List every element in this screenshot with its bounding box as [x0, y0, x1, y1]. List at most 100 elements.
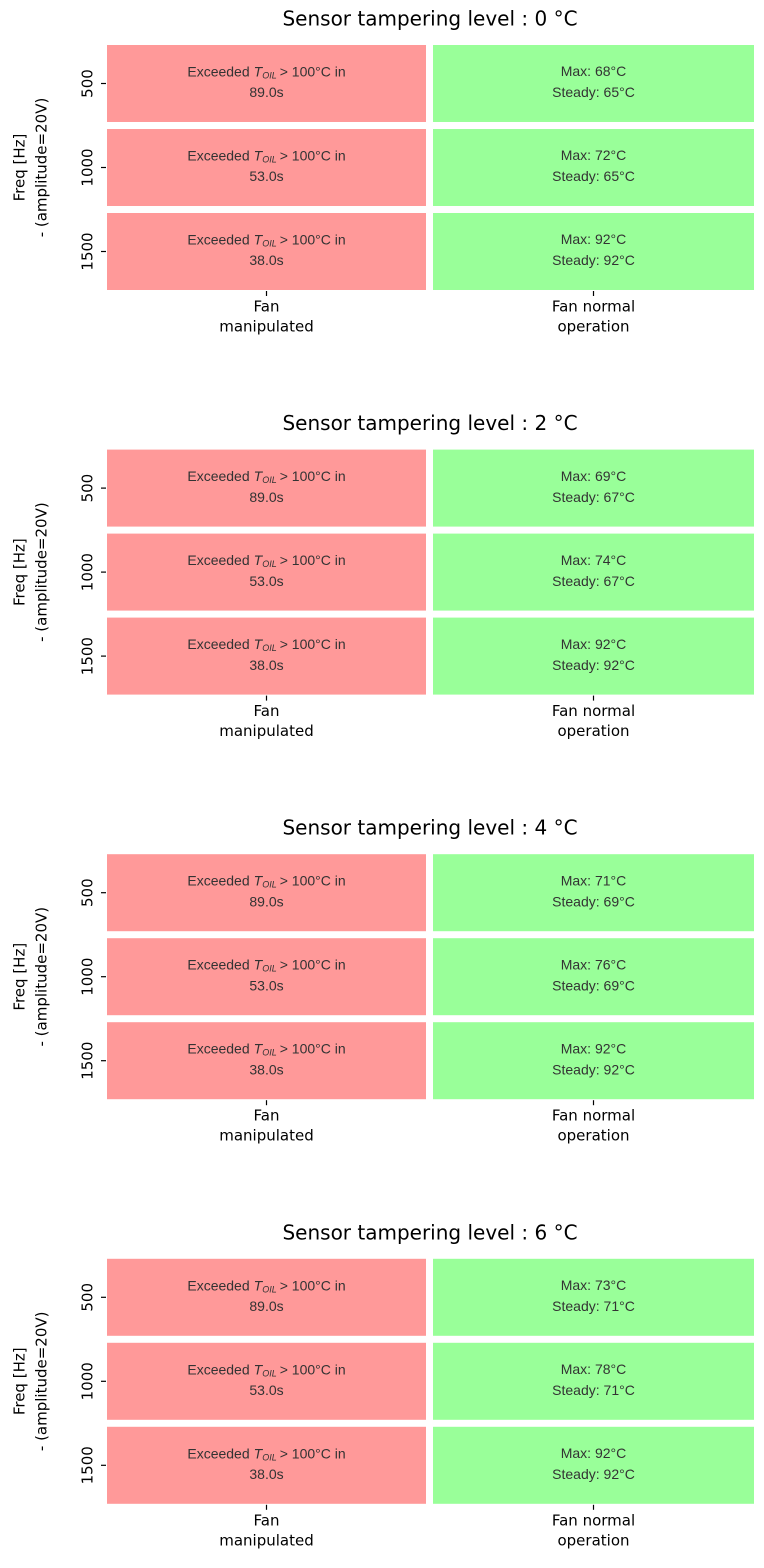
panel: Sensor tampering level : 2 °C Freq [Hz] - …	[11, 411, 754, 740]
cell-symbol: T	[254, 468, 264, 484]
cell-prefix: Exceeded	[187, 1361, 249, 1377]
y-axis-label: - (amplitude=20V)	[33, 1311, 51, 1451]
cell-line: 53.0s	[249, 573, 283, 589]
cell-subscript: OIL	[262, 559, 277, 569]
cell-line: Max: 71°C	[561, 872, 627, 888]
cell-line: 38.0s	[249, 1061, 283, 1077]
cell-line: Exceeded TOIL > 100°C in	[187, 231, 345, 249]
y-axis-label: - (amplitude=20V)	[33, 98, 51, 238]
cell-prefix: Exceeded	[187, 63, 249, 79]
cell-symbol: T	[254, 636, 264, 652]
y-tick-label: 1500	[79, 1042, 97, 1080]
cell-suffix: > 100°C in	[280, 231, 346, 247]
cell	[433, 213, 754, 290]
y-tick-label: 500	[79, 878, 97, 907]
cell-line: Exceeded TOIL > 100°C in	[187, 636, 345, 654]
cell-subscript: OIL	[262, 643, 277, 653]
cell-symbol: T	[254, 147, 264, 163]
cell-line: Exceeded TOIL > 100°C in	[187, 1361, 345, 1379]
cell-prefix: Exceeded	[187, 956, 249, 972]
cell-line: Steady: 69°C	[552, 977, 635, 993]
cell-line: Steady: 92°C	[552, 252, 635, 268]
cell	[433, 1022, 754, 1100]
cell-symbol: T	[254, 1445, 264, 1461]
cell	[107, 533, 426, 611]
x-tick-label: Fan	[254, 298, 280, 316]
panel-title: Sensor tampering level : 0 °C	[282, 7, 577, 31]
cell	[107, 449, 426, 527]
cell-subscript: OIL	[262, 239, 277, 249]
cell	[433, 1342, 754, 1420]
cell-line: Max: 69°C	[561, 468, 627, 484]
panel-title: Sensor tampering level : 6 °C	[282, 1220, 577, 1244]
y-tick-label: 1500	[79, 637, 97, 675]
cell-subscript: OIL	[262, 71, 277, 81]
cell	[433, 129, 754, 206]
cell-line: Max: 74°C	[561, 552, 627, 568]
cell-line: Steady: 67°C	[552, 573, 635, 589]
panel: Sensor tampering level : 0 °C Freq [Hz] - …	[11, 7, 754, 336]
cell-line: Exceeded TOIL > 100°C in	[187, 63, 345, 81]
y-axis-label: - (amplitude=20V)	[33, 907, 51, 1047]
cell-symbol: T	[254, 1361, 264, 1377]
cell-prefix: Exceeded	[187, 552, 249, 568]
x-tick-label: Fan normal	[552, 702, 635, 720]
y-axis-label: Freq [Hz]	[11, 134, 29, 202]
cell-prefix: Exceeded	[187, 1040, 249, 1056]
cell-symbol: T	[254, 1277, 264, 1293]
x-tick-label: manipulated	[219, 318, 314, 336]
cell-line: Max: 92°C	[561, 636, 627, 652]
cell-suffix: > 100°C in	[280, 468, 346, 484]
cell-line: Steady: 71°C	[552, 1298, 635, 1314]
cell-line: 89.0s	[249, 893, 283, 909]
cell-line: Steady: 92°C	[552, 1466, 635, 1482]
cell-line: 53.0s	[249, 168, 283, 184]
x-tick-label: operation	[557, 722, 629, 740]
x-tick-label: Fan	[254, 1511, 280, 1529]
cell-suffix: > 100°C in	[280, 147, 346, 163]
x-tick-label: manipulated	[219, 722, 314, 740]
cell-line: Max: 72°C	[561, 147, 627, 163]
y-tick-label: 500	[79, 1283, 97, 1312]
cell-line: Max: 68°C	[561, 63, 627, 79]
cell-line: Steady: 65°C	[552, 168, 635, 184]
cell-symbol: T	[254, 872, 264, 888]
cell-line: Max: 76°C	[561, 956, 627, 972]
y-tick-label: 1000	[79, 958, 97, 996]
cell	[433, 449, 754, 527]
cell-subscript: OIL	[262, 155, 277, 165]
cell-subscript: OIL	[262, 1453, 277, 1463]
x-tick-label: operation	[557, 318, 629, 336]
cell	[433, 533, 754, 611]
y-tick-label: 1000	[79, 1362, 97, 1400]
cell-line: Max: 73°C	[561, 1277, 627, 1293]
x-tick-label: operation	[557, 1531, 629, 1549]
cell-suffix: > 100°C in	[280, 552, 346, 568]
cell-prefix: Exceeded	[187, 872, 249, 888]
cell-suffix: > 100°C in	[280, 1277, 346, 1293]
cell-suffix: > 100°C in	[280, 956, 346, 972]
cell-subscript: OIL	[262, 880, 277, 890]
cell-symbol: T	[254, 956, 264, 972]
cell-line: Exceeded TOIL > 100°C in	[187, 552, 345, 570]
x-tick-label: Fan normal	[552, 1511, 635, 1529]
cell-symbol: T	[254, 552, 264, 568]
y-axis-label: Freq [Hz]	[11, 943, 29, 1011]
cell-line: 89.0s	[249, 84, 283, 100]
cell	[433, 45, 754, 122]
cell	[433, 854, 754, 932]
cell-suffix: > 100°C in	[280, 1445, 346, 1461]
cell-subscript: OIL	[262, 475, 277, 485]
cell-line: Exceeded TOIL > 100°C in	[187, 468, 345, 486]
x-tick-label: Fan	[254, 1107, 280, 1125]
cell-line: Exceeded TOIL > 100°C in	[187, 1445, 345, 1463]
cell-line: Exceeded TOIL > 100°C in	[187, 147, 345, 165]
cell-line: 53.0s	[249, 1382, 283, 1398]
cell-line: Exceeded TOIL > 100°C in	[187, 1277, 345, 1295]
cell	[433, 617, 754, 695]
cell-prefix: Exceeded	[187, 147, 249, 163]
cell-subscript: OIL	[262, 1048, 277, 1058]
cell-line: 89.0s	[249, 1298, 283, 1314]
